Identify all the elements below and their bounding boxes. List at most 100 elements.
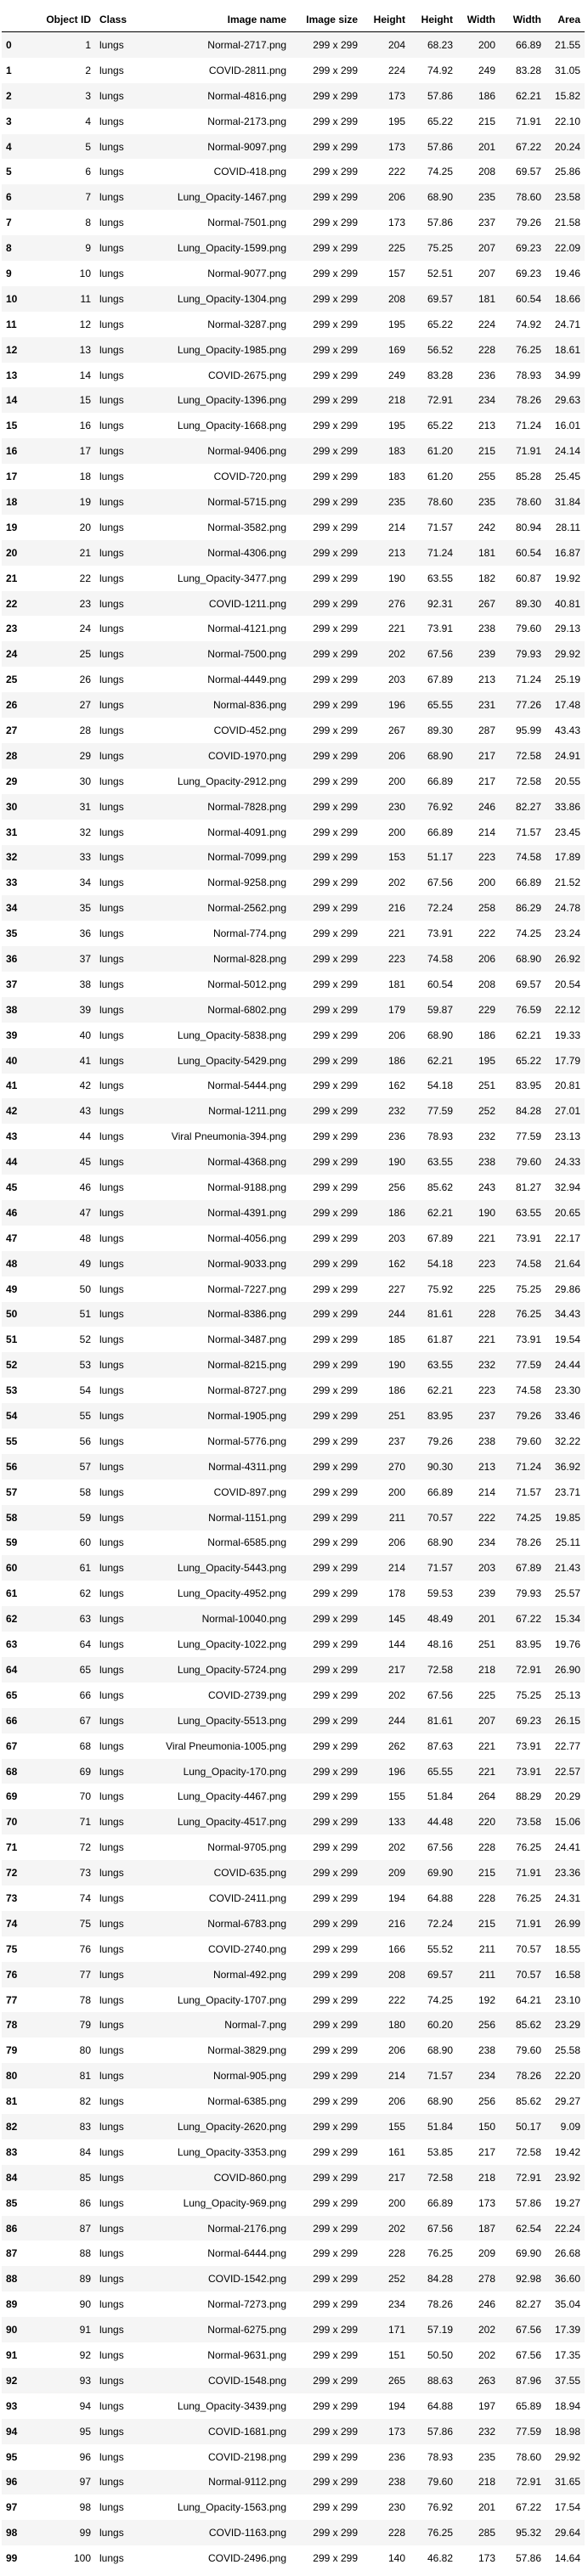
class-cell: lungs [99, 1079, 124, 1092]
height-pct-cell: 76.25 [427, 2527, 453, 2539]
class-cell: lungs [99, 217, 124, 229]
image-name-cell: Normal-7099.png [207, 851, 286, 864]
class-cell: lungs [99, 2044, 124, 2057]
table-row: 65 66 lungs COVID-2739.png 299 x 299 202 67.56… [2, 1682, 585, 1708]
height-px-cell: 155 [387, 1790, 405, 1803]
width-pct-cell: 78.60 [515, 495, 541, 508]
area-cell: 23.13 [554, 1130, 580, 1143]
image-size-cell: 299 x 299 [313, 1308, 358, 1321]
area-cell: 19.76 [554, 1638, 580, 1651]
row-index: 80 [6, 2070, 18, 2083]
object-id-cell: 41 [79, 1054, 91, 1067]
class-cell: lungs [99, 2019, 124, 2032]
class-cell: lungs [99, 1485, 124, 1498]
image-size-cell: 299 x 299 [313, 953, 358, 965]
class-cell: lungs [99, 623, 124, 635]
width-pct-cell: 74.58 [515, 1257, 541, 1270]
row-index: 49 [6, 1282, 18, 1295]
width-pct-cell: 79.26 [515, 1410, 541, 1423]
width-pct-cell: 76.25 [515, 1841, 541, 1854]
width-px-cell: 207 [478, 1714, 495, 1727]
row-index: 71 [6, 1841, 18, 1854]
width-px-cell: 218 [478, 1663, 495, 1676]
table-row: 63 64 lungs Lung_Opacity-1022.png 299 x 299 1… [2, 1632, 585, 1657]
object-id-cell: 88 [79, 2247, 91, 2260]
image-name-cell: Normal-4091.png [207, 826, 286, 838]
image-size-cell: 299 x 299 [313, 64, 358, 76]
image-name-cell: Lung_Opacity-4952.png [177, 1587, 286, 1600]
width-px-cell: 213 [478, 674, 495, 686]
area-cell: 22.09 [554, 242, 580, 255]
table-row: 44 45 lungs Normal-4368.png 299 x 299 190 63.5… [2, 1149, 585, 1175]
image-name-header: Image name [141, 7, 291, 32]
image-name-cell: Lung_Opacity-5724.png [177, 1663, 286, 1676]
object-id-cell: 30 [79, 775, 91, 787]
width-px-cell: 181 [478, 292, 495, 305]
image-name-cell: Normal-7.png [224, 2019, 286, 2032]
width-pct-cell: 71.91 [515, 445, 541, 458]
width-pct-cell: 71.57 [515, 826, 541, 838]
class-cell: lungs [99, 2348, 124, 2361]
row-index: 37 [6, 978, 18, 990]
height-px-cell: 224 [387, 64, 405, 76]
area-cell: 21.55 [554, 38, 580, 51]
width-pct-cell: 57.86 [515, 2552, 541, 2565]
image-size-cell: 299 x 299 [313, 1054, 358, 1067]
height-pct-cell: 51.84 [427, 2120, 453, 2133]
area-cell: 35.04 [554, 2298, 580, 2311]
width-px-cell: 214 [478, 1485, 495, 1498]
width-pct-cell: 62.21 [515, 89, 541, 102]
height-px-cell: 194 [387, 2399, 405, 2412]
height-pct-cell: 67.56 [427, 1688, 453, 1701]
width-pct-cell: 76.25 [515, 1308, 541, 1321]
table-row: 93 94 lungs Lung_Opacity-3439.png 299 x 299 1… [2, 2393, 585, 2419]
row-index: 1 [6, 64, 12, 76]
table-row: 81 82 lungs Normal-6385.png 299 x 299 206 68.9… [2, 2088, 585, 2115]
table-row: 59 60 lungs Normal-6585.png 299 x 299 206 68.9… [2, 1530, 585, 1556]
class-cell: lungs [99, 2450, 124, 2463]
image-size-cell: 299 x 299 [313, 471, 358, 483]
height-px-cell: 166 [387, 1942, 405, 1955]
width-pct-cell: 69.23 [515, 242, 541, 255]
height-px-cell: 234 [387, 2298, 405, 2311]
table-row: 30 31 lungs Normal-7828.png 299 x 299 230 76.9… [2, 793, 585, 820]
class-cell: lungs [99, 1867, 124, 1880]
image-name-cell: Lung_Opacity-5429.png [177, 1054, 286, 1067]
area-cell: 17.39 [554, 2324, 580, 2336]
row-index: 45 [6, 1181, 18, 1194]
height-px-cell: 181 [387, 978, 405, 990]
width-pct-cell: 62.21 [515, 1029, 541, 1041]
area-cell: 22.20 [554, 2070, 580, 2083]
area-cell: 19.92 [554, 572, 580, 584]
image-name-cell: COVID-1211.png [208, 597, 286, 610]
height-pct-cell: 77.59 [427, 1105, 453, 1118]
image-name-cell: Lung_Opacity-1467.png [177, 191, 286, 204]
object-id-cell: 99 [79, 2527, 91, 2539]
row-index: 8 [6, 242, 12, 255]
width-px-cell: 223 [478, 851, 495, 864]
class-cell: lungs [99, 369, 124, 381]
row-index: 66 [6, 1714, 18, 1727]
area-cell: 34.99 [554, 369, 580, 381]
width-pct-cell: 65.89 [515, 2399, 541, 2412]
class-cell: lungs [99, 699, 124, 712]
table-row: 34 35 lungs Normal-2562.png 299 x 299 216 72.2… [2, 895, 585, 922]
height-pct-cell: 57.86 [427, 89, 453, 102]
height-px-cell: 244 [387, 1308, 405, 1321]
width-px-cell: 238 [478, 1156, 495, 1169]
area-cell: 24.41 [554, 1841, 580, 1854]
table-row: 11 12 lungs Normal-3287.png 299 x 299 195 65.2… [2, 311, 585, 337]
row-index: 2 [6, 89, 12, 102]
area-cell: 27.01 [554, 1105, 580, 1118]
width-pct-cell: 69.23 [515, 1714, 541, 1727]
object-id-cell: 21 [79, 546, 91, 559]
object-id-cell: 23 [79, 597, 91, 610]
height-px-cell: 196 [387, 699, 405, 712]
image-size-cell: 299 x 299 [313, 1460, 358, 1473]
width-pct-cell: 86.29 [515, 902, 541, 915]
object-id-cell: 82 [79, 2095, 91, 2108]
width-px-cell: 203 [478, 1562, 495, 1575]
class-cell: lungs [99, 420, 124, 432]
width-pct-cell: 92.98 [515, 2273, 541, 2286]
object-id-cell: 69 [79, 1765, 91, 1778]
